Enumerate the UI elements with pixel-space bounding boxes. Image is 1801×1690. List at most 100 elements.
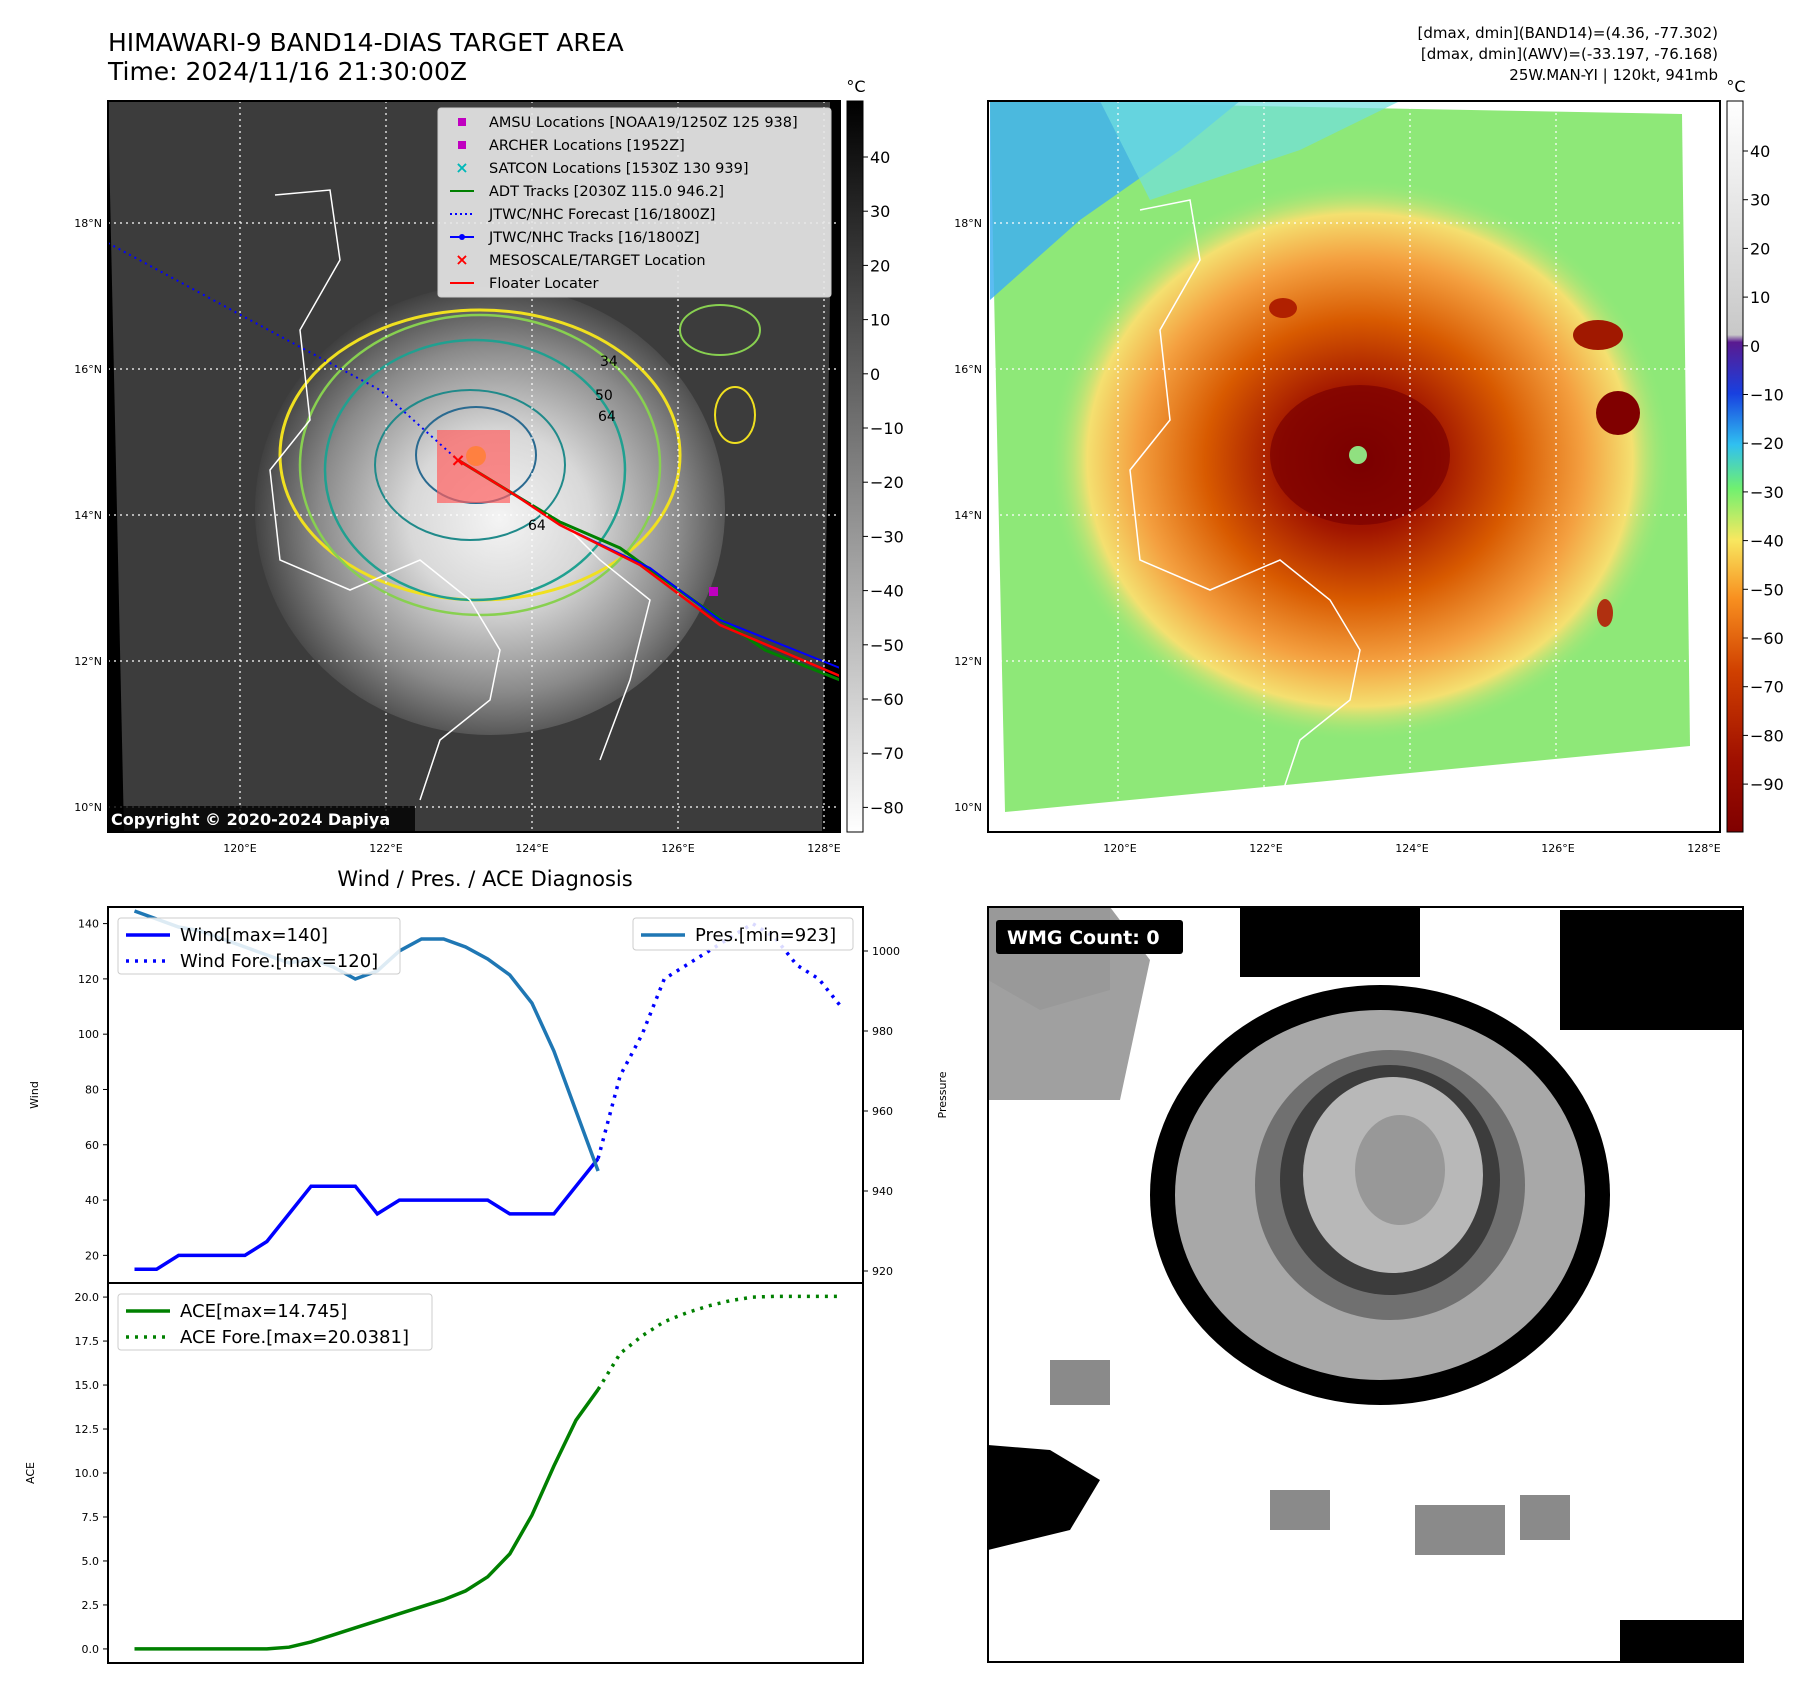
right-colorbar: °C 40 30 20 10 0 −10 −20 −30 −40 −50 −60 −70 −80 −90 <box>1726 77 1784 833</box>
wmg-panel: WMG Count: 0 <box>987 906 1744 1663</box>
chart-legend-label: Pres.[min=923] <box>695 925 836 946</box>
y2-tick-label: 920 <box>872 1265 893 1278</box>
series-line <box>134 1388 600 1651</box>
colorbar-tick-label: −70 <box>870 744 904 763</box>
chart-legend-label: Wind Fore.[max=120] <box>180 951 378 972</box>
y-tick-label: 17.5 <box>75 1335 100 1348</box>
right-awv-map <box>987 100 1721 833</box>
colorbar-tick-label: −70 <box>1750 678 1784 697</box>
legend-entry: JTWC/NHC Forecast [16/1800Z] <box>450 207 715 223</box>
lon-tick-label: 126°E <box>1541 842 1574 855</box>
legend-entry: Floater Locater <box>450 276 598 292</box>
lat-tick-label: 16°N <box>74 363 102 376</box>
colorbar-tick-label: −50 <box>1750 580 1784 599</box>
colorbar-tick-label: −30 <box>870 527 904 546</box>
legend-marker: × <box>455 158 468 177</box>
legend-entry: × SATCON Locations [1530Z 130 939] <box>455 158 748 177</box>
lon-tick-label: 120°E <box>223 842 256 855</box>
pressure-axis-label: Pressure <box>936 1071 949 1118</box>
lon-tick-label: 122°E <box>369 842 402 855</box>
figure-title: HIMAWARI-9 BAND14-DIAS TARGET AREA <box>108 28 624 57</box>
colorbar-tick-label: 30 <box>870 202 890 221</box>
colorbar-unit: °C <box>846 77 865 96</box>
y-tick-label: 100 <box>78 1028 99 1041</box>
contour-label: 50 <box>595 388 613 404</box>
legend-label: SATCON Locations [1530Z 130 939] <box>489 161 748 177</box>
legend-left: AMSU Locations [NOAA19/1250Z 125 938] ARC… <box>437 107 832 298</box>
copyright-text: Copyright © 2020-2024 Dapiya <box>111 810 390 829</box>
colorbar-tick-label: 20 <box>870 256 890 275</box>
colorbar-tick-label: −50 <box>870 636 904 655</box>
target-box <box>437 430 510 503</box>
lon-tick-label: 124°E <box>515 842 548 855</box>
info-storm: 25W.MAN-YI | 120kt, 941mb <box>1509 66 1718 84</box>
y-tick-label: 80 <box>85 1083 99 1096</box>
info-awv: [dmax, dmin](AWV)=(-33.197, -76.168) <box>1421 45 1718 63</box>
contour-label: 64 <box>528 518 546 534</box>
y-tick-label: 60 <box>85 1139 99 1152</box>
colorbar-tick-label: 0 <box>1750 337 1760 356</box>
legend-marker <box>458 118 466 126</box>
lon-tick-label: 122°E <box>1249 842 1282 855</box>
lon-tick-label: 120°E <box>1103 842 1136 855</box>
contour-label: 64 <box>598 409 616 425</box>
colorbar-tick-label: −30 <box>1750 483 1784 502</box>
chart-legend-box <box>117 917 401 975</box>
y2-tick-label: 1000 <box>872 945 900 958</box>
chart-title: Wind / Pres. / ACE Diagnosis <box>337 867 632 891</box>
colorbar-tick-label: −80 <box>1750 726 1784 745</box>
colorbar-tick-label: −90 <box>1750 775 1784 794</box>
contour-label: 34 <box>600 354 618 370</box>
legend-entry: AMSU Locations [NOAA19/1250Z 125 938] <box>458 115 798 131</box>
left-colorbar: °C 40 30 20 10 0 −10 −20 −30 −40 −50 −60 −70 −80 <box>846 77 904 833</box>
colorbar-tick-label: −80 <box>870 798 904 817</box>
chart-legend-box <box>632 917 854 951</box>
series-line <box>596 921 843 1160</box>
lat-tick-label: 12°N <box>954 655 982 668</box>
figure-time: Time: 2024/11/16 21:30:00Z <box>107 57 467 86</box>
colorbar-tick-label: −20 <box>870 473 904 492</box>
lon-tick-label: 128°E <box>1687 842 1720 855</box>
colorbar-tick-label: −60 <box>870 690 904 709</box>
series-line <box>596 1294 841 1391</box>
colorbar-tick-label: 40 <box>870 148 890 167</box>
lat-tick-label: 12°N <box>74 655 102 668</box>
storm-cloud-gray <box>255 285 725 735</box>
chart-legend-box <box>117 1293 433 1351</box>
legend-entry: JTWC/NHC Tracks [16/1800Z] <box>450 230 700 246</box>
legend-entry: ADT Tracks [2030Z 115.0 946.2] <box>450 184 724 200</box>
y-tick-label: 120 <box>78 973 99 986</box>
colorbar-tick-label: 10 <box>1750 288 1770 307</box>
legend-label: Floater Locater <box>489 276 598 292</box>
legend-label: JTWC/NHC Forecast [16/1800Z] <box>488 207 715 223</box>
legend-label: AMSU Locations [NOAA19/1250Z 125 938] <box>489 115 798 131</box>
y-tick-label: 5.0 <box>82 1555 100 1568</box>
series-line <box>134 1157 600 1271</box>
legend-marker: × <box>455 250 468 269</box>
y-tick-label: 7.5 <box>82 1511 100 1524</box>
lat-tick-label: 14°N <box>954 509 982 522</box>
chart-legend-label: ACE Fore.[max=20.0381] <box>180 1327 409 1348</box>
y-tick-label: 20.0 <box>75 1291 100 1304</box>
info-band14: [dmax, dmin](BAND14)=(4.36, -77.302) <box>1418 24 1718 42</box>
wind-axis-label: Wind <box>28 1081 41 1109</box>
lat-tick-label: 14°N <box>74 509 102 522</box>
colorbar-tick-label: 30 <box>1750 191 1770 210</box>
legend-label: MESOSCALE/TARGET Location <box>489 253 706 269</box>
y-tick-label: 40 <box>85 1194 99 1207</box>
lat-tick-label: 18°N <box>954 217 982 230</box>
chart-legend-label: Wind[max=140] <box>180 925 328 946</box>
y-tick-label: 2.5 <box>82 1599 100 1612</box>
colorbar-unit: °C <box>1726 77 1745 96</box>
legend-marker-dot <box>459 234 465 240</box>
colorbar-tick-label: −10 <box>870 419 904 438</box>
y2-tick-label: 980 <box>872 1025 893 1038</box>
right-map-ticks: 120°E 122°E 124°E 126°E 128°E 18°N 16°N 14°N 12°… <box>954 217 1721 855</box>
lon-tick-label: 124°E <box>1395 842 1428 855</box>
legend-marker <box>458 141 466 149</box>
legend-entry: × MESOSCALE/TARGET Location <box>455 250 705 269</box>
colorbar-tick-label: −40 <box>1750 532 1784 551</box>
y2-tick-label: 940 <box>872 1185 893 1198</box>
y2-tick-label: 960 <box>872 1105 893 1118</box>
